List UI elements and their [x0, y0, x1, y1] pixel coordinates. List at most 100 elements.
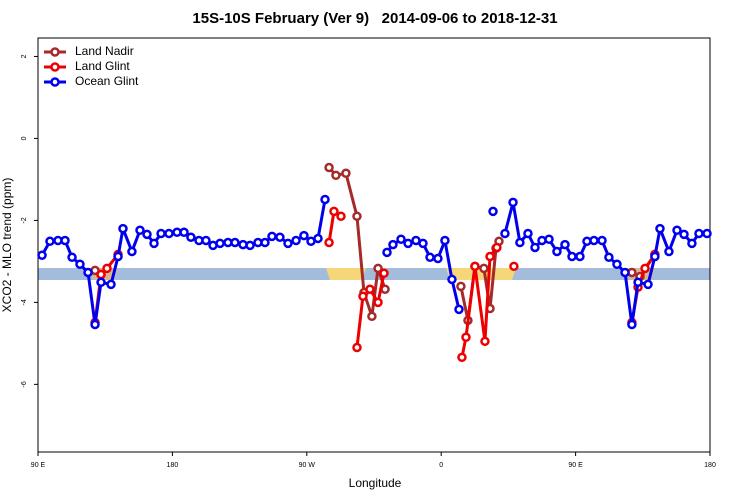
data-point [260, 237, 270, 248]
data-point [118, 223, 128, 234]
data-point [135, 225, 145, 235]
data-point [149, 238, 159, 249]
x-tick-label: 180 [704, 462, 716, 469]
data-point [186, 232, 196, 242]
data-point [425, 252, 435, 263]
data-point [382, 247, 392, 258]
legend-marker [50, 62, 60, 72]
data-point [373, 297, 383, 308]
x-tick-label: 180 [167, 462, 179, 469]
y-tick-label: -4 [21, 299, 28, 305]
y-tick-label: -6 [21, 381, 28, 387]
legend-label: Land Nadir [75, 44, 134, 58]
legend-label: Ocean Glint [75, 74, 139, 88]
data-point [672, 225, 682, 235]
data-point [567, 251, 577, 262]
data-point [702, 228, 712, 239]
data-point [113, 251, 123, 262]
data-point [433, 253, 443, 264]
data-point [324, 162, 334, 173]
data-point [612, 259, 622, 270]
data-point [90, 319, 100, 330]
data-point [156, 228, 166, 239]
data-point [457, 352, 467, 363]
data-point [245, 240, 255, 251]
data-point [447, 274, 457, 285]
data-point [396, 234, 406, 245]
data-point [480, 336, 490, 347]
data-point [60, 235, 70, 246]
data-point [291, 235, 301, 246]
data-point [179, 227, 189, 238]
legend-marker [50, 77, 60, 87]
plot-frame [37, 37, 711, 453]
data-point [515, 237, 525, 248]
data-point [440, 235, 450, 246]
data-point [403, 238, 413, 249]
legend-marker [50, 47, 60, 57]
data-point [509, 261, 519, 272]
data-point [560, 239, 570, 250]
data-point [75, 259, 85, 270]
data-point [320, 194, 330, 205]
data-point [633, 277, 643, 288]
data-point [379, 268, 389, 279]
data-point [589, 235, 599, 246]
data-point [329, 206, 339, 217]
data-point [96, 269, 106, 280]
data-point [215, 238, 225, 249]
data-point [664, 246, 674, 257]
data-point [643, 279, 653, 290]
x-tick-label: 90 E [568, 462, 583, 469]
data-point [67, 252, 77, 263]
data-point [454, 304, 464, 315]
data-point [470, 261, 480, 272]
data-point [106, 279, 116, 290]
chart-title: 15S-10S February (Ver 9) 2014-09-06 to 2… [192, 10, 557, 27]
data-point [37, 250, 47, 260]
data-point [485, 251, 495, 262]
data-point [544, 234, 554, 245]
data-point [83, 267, 93, 278]
data-point [358, 291, 368, 301]
data-point [275, 232, 285, 242]
data-point [352, 211, 362, 222]
data-point [127, 246, 137, 257]
data-point [655, 223, 665, 234]
x-tick-label: 90 E [31, 462, 46, 469]
data-point [479, 263, 489, 274]
data-point [687, 238, 697, 249]
data-point [367, 311, 377, 322]
data-point [142, 229, 152, 240]
data-point [456, 281, 466, 292]
data-point [552, 246, 562, 257]
data-point [365, 284, 375, 295]
data-point [201, 235, 211, 246]
y-axis-label: XCO2 - MLO trend (ppm) [0, 178, 14, 313]
data-point [500, 228, 510, 239]
data-point [299, 230, 309, 241]
data-point [640, 263, 650, 274]
data-point [283, 238, 293, 249]
data-point [694, 228, 704, 239]
data-point [488, 206, 498, 217]
data-point [324, 237, 334, 248]
x-axis-label: Longitude [349, 476, 402, 490]
data-point [336, 211, 346, 222]
data-point [45, 236, 55, 247]
data-point [418, 238, 428, 249]
data-point [679, 229, 689, 240]
data-point [313, 233, 323, 244]
data-point [267, 231, 277, 242]
legend-label: Land Glint [75, 59, 130, 73]
y-tick-label: 0 [21, 136, 28, 140]
data-point [530, 242, 540, 253]
data-point [523, 228, 533, 239]
data-point [230, 237, 240, 248]
y-tick-label: -2 [21, 217, 28, 223]
data-point [620, 267, 630, 278]
data-point [508, 197, 518, 208]
data-point [96, 277, 106, 288]
data-point [164, 228, 174, 239]
